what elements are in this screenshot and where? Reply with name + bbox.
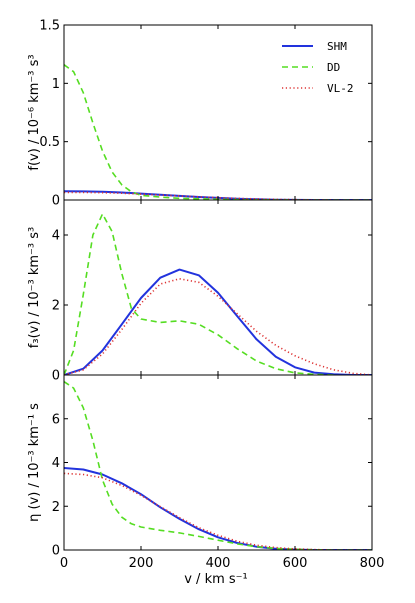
plot-frame: [63, 199, 373, 376]
y-axis-label: f(v) / 10⁻⁶ km⁻³ s³: [27, 54, 42, 170]
x-tick-label: 800: [360, 556, 385, 571]
panel-2: 0 2 4 f₃(v) / 10⁻³ km⁻³ s³: [27, 199, 373, 384]
plot-frame: [63, 24, 373, 201]
y-tick-label: 1.5: [39, 19, 60, 34]
legend-label-dd: DD: [327, 61, 340, 74]
y-tick-label: 4: [52, 229, 60, 244]
x-tick-label: 200: [129, 556, 154, 571]
y-tick-label: 6: [52, 412, 60, 427]
series-line-dd: [64, 213, 334, 375]
x-tick-label: 0: [60, 556, 68, 571]
series-line-dd: [64, 380, 372, 550]
panel-1: 0 0.5 1 1.5 f(v) / 10⁻⁶ km⁻³ s³: [27, 19, 373, 209]
y-tick-label: 0: [52, 194, 60, 209]
legend-label-shm: SHM: [327, 40, 347, 53]
y-tick-label: 0: [52, 544, 60, 559]
y-tick-label: 2: [52, 500, 60, 515]
x-tick-label: 600: [283, 556, 308, 571]
y-axis-label: η (v) / 10⁻³ km⁻¹ s: [27, 403, 42, 522]
y-tick-label: 4: [52, 456, 60, 471]
y-tick-label: 0.5: [39, 135, 60, 150]
series-line-vl-2: [64, 278, 372, 375]
panel-3: 0 2 4 6 η (v) / 10⁻³ km⁻¹ s: [27, 374, 373, 559]
series-group: [64, 380, 372, 550]
panels: 0 0.5 1 1.5 f(v) / 10⁻⁶ km⁻³ s³ 0 2 4 f₃(v) / 10…: [27, 19, 384, 572]
series-group: [64, 64, 372, 200]
series-line-vl-2: [64, 472, 372, 550]
legend-label-vl-2: VL-2: [327, 82, 354, 95]
x-tick-labels: 0 200 400 600 800: [60, 556, 385, 571]
x-tick-label: 400: [206, 556, 231, 571]
y-axis-label: f₃(v) / 10⁻³ km⁻³ s³: [27, 227, 42, 348]
legend: SHM DD VL-2: [282, 40, 354, 95]
y-tick-label: 0: [52, 369, 60, 384]
series-line-shm: [64, 268, 372, 375]
y-tick-label: 1: [52, 77, 60, 92]
plot-frame: [63, 374, 373, 551]
series-group: [64, 213, 372, 375]
x-axis-label: v / km s⁻¹: [184, 572, 248, 587]
series-line-shm: [64, 467, 372, 550]
y-tick-label: 2: [52, 299, 60, 314]
series-line-dd: [64, 64, 372, 200]
